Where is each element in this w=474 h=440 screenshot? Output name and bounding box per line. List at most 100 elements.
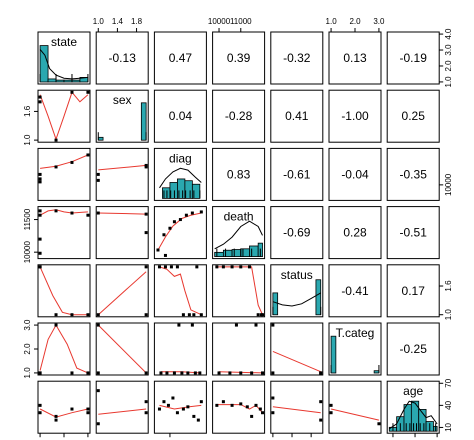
- scatter-point: [228, 371, 232, 375]
- scatter-point: [157, 407, 161, 411]
- scatter-point: [181, 313, 185, 317]
- scatter-point: [261, 313, 265, 317]
- scatter-point: [271, 323, 275, 327]
- panel-frame-r6-c2: [153, 380, 207, 434]
- scatter-point: [96, 172, 100, 176]
- correlation-label: 0.41: [285, 109, 309, 123]
- right-axis-tick-label: 2.0: [444, 60, 453, 72]
- panel-frame-r3-c5: [328, 206, 382, 260]
- scatter-point: [38, 411, 42, 415]
- smooth-line: [97, 271, 147, 316]
- histogram-bar: [63, 79, 73, 83]
- panel-frame-r1-c3: [212, 89, 266, 143]
- density-curve: [214, 220, 263, 250]
- left-axis-tick-label: 2.0: [23, 343, 32, 355]
- scatter-point: [256, 313, 260, 317]
- scatter-point: [70, 211, 74, 215]
- diagonal-variable-label: death: [224, 210, 254, 224]
- panel-frame-r5-c4: [270, 322, 324, 376]
- smooth-line: [40, 154, 89, 169]
- right-axis-tick-label: 1.0: [444, 309, 453, 321]
- panel-frame-r3-c6: [386, 206, 440, 260]
- smooth-line: [159, 266, 202, 316]
- histogram-bar: [418, 409, 427, 432]
- right-axis-tick-label: 3.0: [444, 44, 453, 56]
- smooth-line: [39, 91, 89, 141]
- scatter-point: [38, 100, 42, 104]
- panel-frame-r1-c1: [95, 89, 149, 143]
- scatter-point: [319, 371, 323, 375]
- scatter-point: [54, 418, 58, 422]
- scatter-point: [261, 371, 265, 375]
- scatter-point: [217, 371, 221, 375]
- scatter-point: [144, 231, 148, 235]
- histogram-bar: [330, 335, 337, 374]
- smooth-line: [98, 408, 147, 415]
- scatter-point: [70, 90, 74, 94]
- correlation-label: 0.28: [343, 226, 367, 240]
- correlation-label: 0.25: [402, 109, 426, 123]
- smooth-line: [330, 408, 380, 421]
- histogram-bar: [71, 79, 81, 83]
- histogram-bar: [373, 370, 380, 374]
- scatter-point: [162, 400, 166, 404]
- correlation-label: -0.19: [400, 51, 428, 65]
- diagonal-variable-label: status: [281, 268, 313, 282]
- scatter-point: [215, 403, 219, 407]
- scatter-point: [70, 371, 74, 375]
- panel-frame-r4-c4: [270, 264, 324, 318]
- density-curve: [389, 400, 438, 430]
- scatter-point: [199, 400, 203, 404]
- scatter-point: [144, 411, 148, 415]
- scatter-point: [54, 138, 58, 142]
- scatter-point: [377, 422, 381, 426]
- scatter-point: [239, 371, 243, 375]
- scatter-point: [38, 237, 42, 241]
- scatter-point: [198, 371, 202, 375]
- scatter-point: [329, 403, 333, 407]
- panel-frame-r2-c6: [386, 147, 440, 201]
- scatter-point: [38, 180, 42, 184]
- scatter-point: [86, 90, 90, 94]
- scatter-point: [184, 213, 188, 217]
- scatter-point: [144, 371, 148, 375]
- histogram-bar: [47, 78, 57, 83]
- panel-frame-r6-c5: [328, 380, 382, 434]
- scatter-point: [86, 153, 90, 157]
- scatter-point: [271, 371, 275, 375]
- panel-frame-r0-c1: [95, 31, 149, 85]
- panel-frame-r5-c2: [153, 322, 207, 376]
- correlation-label: -0.69: [283, 226, 311, 240]
- right-axis-tick-label: 1.0: [444, 76, 453, 88]
- panel-frame-r4-c3: [212, 264, 266, 318]
- left-axis-tick-label: 10000: [23, 240, 32, 263]
- panel-frame-r3-c1: [95, 206, 149, 260]
- panel-frame-r0-c3: [212, 31, 266, 85]
- scatter-point: [86, 371, 90, 375]
- histogram-bar: [249, 245, 259, 258]
- scatter-point: [162, 233, 166, 237]
- scatter-point: [254, 403, 258, 407]
- smooth-line: [272, 406, 321, 414]
- scatter-point: [38, 371, 42, 375]
- panel-frame-r5-c3: [212, 322, 266, 376]
- panel-frame-r5-c5: [328, 322, 382, 376]
- scatter-point: [195, 265, 199, 269]
- panel-frame-r1-c5: [328, 89, 382, 143]
- left-axis-tick-label: 11500: [23, 208, 32, 230]
- histogram-bar: [222, 249, 233, 258]
- correlation-label: 0.13: [343, 51, 367, 65]
- scatter-point: [172, 371, 176, 375]
- top-axis-tick-label: 1.8: [131, 17, 143, 26]
- scatter-point: [96, 211, 100, 215]
- histogram-bar: [240, 248, 250, 257]
- correlation-label: 0.39: [227, 51, 251, 65]
- scatter-point: [247, 265, 251, 269]
- panel-frame-r2-c2: [153, 147, 207, 201]
- histogram-bar: [272, 292, 279, 316]
- scatter-point: [175, 411, 179, 415]
- scatter-point: [96, 389, 100, 393]
- right-axis-tick-label: 4.0: [444, 28, 453, 40]
- correlation-label: -0.51: [400, 226, 428, 240]
- scatter-point: [221, 400, 225, 404]
